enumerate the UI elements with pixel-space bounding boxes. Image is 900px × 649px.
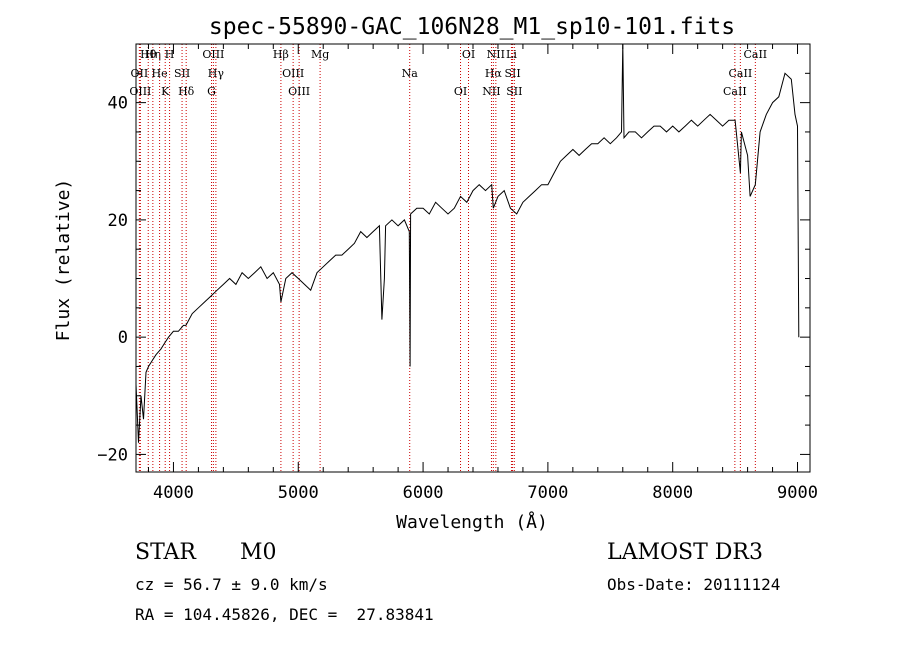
y-axis-label: Flux (relative) (53, 179, 74, 342)
line-marker-label: CaII (743, 48, 767, 61)
line-marker-label: CaII (723, 85, 747, 98)
redshift-cz: cz = 56.7 ± 9.0 km/s (135, 575, 328, 594)
line-marker-label: Hα (485, 67, 503, 80)
line-marker-label: OI (454, 85, 467, 98)
line-marker-label: Hη (145, 48, 161, 61)
line-marker-label: SII (506, 85, 522, 98)
line-marker-label: Na (402, 67, 419, 80)
line-marker-label: NII (487, 48, 505, 61)
line-marker-label: K (161, 85, 170, 98)
survey-name: LAMOST DR3 (607, 540, 763, 565)
line-marker-label: Mg (311, 48, 329, 61)
x-tick-label: 5000 (278, 483, 319, 503)
plot-frame (135, 43, 811, 473)
line-marker-label: SII (174, 67, 190, 80)
line-marker-label: Hβ (273, 48, 289, 61)
x-tick-label: 6000 (403, 483, 444, 503)
x-axis-label: Wavelength (Å) (396, 511, 548, 533)
line-marker-label: OIII (129, 85, 151, 98)
line-marker-label: H (165, 48, 175, 61)
line-marker-label: SII (504, 67, 520, 80)
line-marker-label: He (152, 67, 168, 80)
chart-title: spec-55890-GAC_106N28_M1_sp10-101.fits (209, 14, 735, 40)
line-marker-label: Hθ (140, 48, 157, 61)
y-tick-label: 40 (108, 94, 128, 114)
coordinates: RA = 104.45826, DEC = 27.83841 (135, 605, 434, 624)
object-subclass: M0 (240, 540, 277, 565)
line-marker-label: CaII (729, 67, 753, 80)
line-marker-label: NII (482, 85, 500, 98)
y-tick-label: 0 (118, 328, 128, 348)
x-tick-label: 7000 (527, 483, 568, 503)
line-marker-label: OIII (288, 85, 310, 98)
axis-ticks: 4000 5000 6000 7000 8000 9000 −20 0 20 40 (97, 44, 818, 503)
y-tick-label: 20 (108, 211, 128, 231)
spectrum-line (135, 43, 800, 443)
line-marker-label: OIII (282, 67, 304, 80)
line-marker-label: Hδ (178, 85, 195, 98)
observation-date: Obs-Date: 20111124 (607, 575, 781, 594)
line-marker-label: G (207, 85, 216, 98)
line-marker-label: OIII (202, 48, 224, 61)
line-marker-label: OI (462, 48, 475, 61)
x-tick-label: 4000 (153, 483, 194, 503)
line-marker-layer: HθOIIOIIIHηHeKHSIIHδOIIIHγGHβOIIIOIIIMgN… (129, 44, 767, 472)
y-tick-label: −20 (97, 445, 128, 465)
x-tick-label: 9000 (777, 483, 818, 503)
line-marker-label: Hγ (208, 67, 225, 80)
x-tick-label: 8000 (652, 483, 693, 503)
object-class: STAR (135, 540, 196, 565)
line-marker-label: Li (506, 48, 517, 61)
